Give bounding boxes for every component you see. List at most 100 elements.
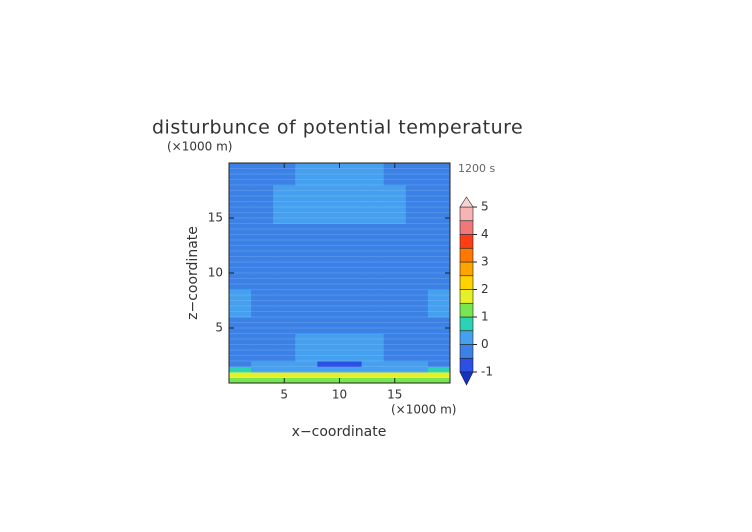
contour-cell [361,366,385,373]
contour-cell [383,372,407,378]
x-axis-title: x−coordinate [292,424,387,440]
contour-cell [317,366,340,373]
contour-cell [405,377,429,384]
contour-cell [361,185,385,224]
contour-cell [317,185,340,224]
contour-cell [339,361,363,367]
contour-cell [295,355,318,362]
contour-cell [273,372,296,378]
y-tick-label: 10 [208,266,223,280]
contour-cell [295,185,318,224]
contour-cell [405,355,429,362]
contour-cell [317,163,340,186]
contour-cell [295,361,318,367]
colorbar-box [459,234,474,249]
contour-cell [383,185,407,224]
contour-cell [427,289,451,318]
contour-cell [405,163,429,186]
contour-cell [317,223,340,290]
contour-cell [361,355,385,362]
colorbar-box [459,206,474,222]
colorbar-tick-label: -1 [481,365,493,379]
contour-cell [251,223,274,290]
contour-cell [273,333,296,356]
chart-title: disturbunce of potential temperature [152,117,523,139]
contour-cell [405,317,429,334]
contour-cell [273,361,296,367]
contour-cell [383,355,407,362]
contour-cell [361,361,385,367]
contour-cell [361,377,385,384]
colorbar-under [459,371,474,386]
colorbar-box [459,302,474,318]
contour-cell [295,289,318,318]
contour-cell [361,289,385,318]
contour-cell [317,317,340,334]
colorbar-box [459,289,474,304]
contour-cell [229,355,252,362]
colorbar-tick-label: 5 [481,200,489,214]
contour-cell [383,163,407,186]
contour-cell [383,317,407,334]
contour-cell [251,185,274,224]
colorbar-box [459,220,474,235]
contour-cell [405,333,429,356]
contour-cell [339,185,363,224]
colorbar-box [459,247,474,263]
contour-cell [427,333,451,356]
contour-cell [427,377,451,384]
colorbar-tick-label: 1 [481,310,489,324]
contour-cell [317,377,340,384]
contour-cell [229,317,252,334]
contour-cell [339,289,363,318]
contour-cell [427,317,451,334]
contour-cell [295,223,318,290]
contour-cell [295,372,318,378]
colorbar-box [459,357,474,373]
contour-cell [339,372,363,378]
contour-cell [383,361,407,367]
contour-cell [295,333,318,356]
contour-cell [229,289,252,318]
colorbar-tick-label: 0 [481,337,489,351]
contour-cell [229,366,252,373]
contour-cell [361,223,385,290]
contour-cell [273,223,296,290]
contour-cell [317,372,340,378]
contour-cell [251,317,274,334]
colorbar-box [459,261,474,277]
contour-cell [339,163,363,186]
contour-cell [295,163,318,186]
y-tick-label: 5 [215,321,223,335]
contour-cell [273,185,296,224]
contour-cell [339,223,363,290]
x-tick-label: 10 [332,388,347,402]
x-tick-label: 15 [387,388,402,402]
field [229,163,451,384]
contour-cell [317,333,340,356]
contour-cell [383,223,407,290]
contour-cell [427,366,451,373]
contour-cell [361,372,385,378]
contour-cell [251,289,274,318]
y-tick-label: 15 [208,211,223,225]
contour-cell [273,163,296,186]
contour-cell [361,317,385,334]
contour-cell [339,366,363,373]
colorbar-tick-label: 4 [481,227,489,241]
contour-cell [383,333,407,356]
contour-cell [383,289,407,318]
contour-cell [427,223,451,290]
contour-cell [405,372,429,378]
contour-cell [405,366,429,373]
time-label: 1200 s [458,162,495,175]
y-unit: (×1000 m) [167,140,232,154]
contour-cell [405,223,429,290]
contour-cell [427,361,451,367]
contour-cell [295,366,318,373]
contour-cell [405,289,429,318]
x-tick-label: 5 [280,388,288,402]
contour-cell [405,185,429,224]
axes: 5 10 15 5 10 15 -1 0 1 2 3 4 5 [208,162,493,402]
